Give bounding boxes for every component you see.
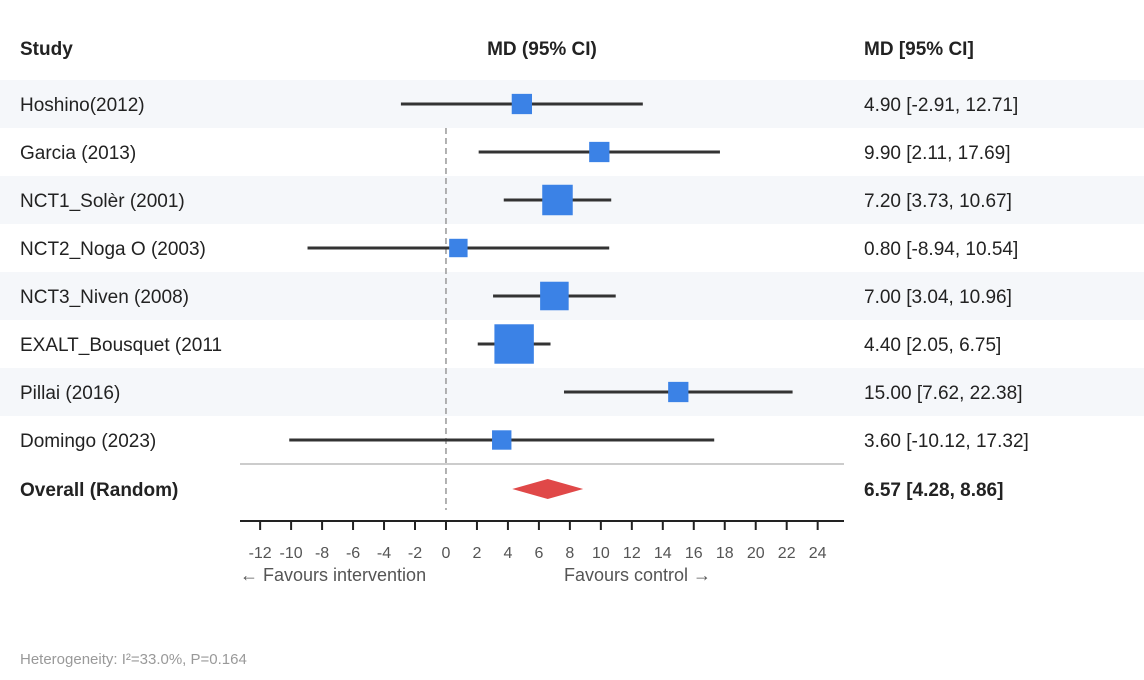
table-row: NCT3_Niven (2008) 7.00 [3.04, 10.96] bbox=[20, 281, 1012, 311]
heterogeneity-text: Heterogeneity: I²=33.0%, P=0.164 bbox=[20, 651, 247, 668]
favours-right-label: Favours control → bbox=[564, 565, 711, 585]
effect-square bbox=[494, 324, 534, 364]
tick-label: 16 bbox=[685, 545, 703, 562]
table-row: NCT1_Solèr (2001) 7.20 [3.73, 10.67] bbox=[20, 184, 1012, 216]
tick-label: 24 bbox=[809, 545, 827, 562]
header-plot: MD (95% CI) bbox=[487, 39, 597, 60]
ci-value: 9.90 [2.11, 17.69] bbox=[864, 143, 1011, 164]
table-row: Hoshino(2012) 4.90 [-2.91, 12.71] bbox=[20, 93, 1018, 116]
tick-label: -8 bbox=[315, 545, 329, 562]
ci-value: 7.00 [3.04, 10.96] bbox=[864, 287, 1012, 308]
effect-square bbox=[449, 238, 468, 258]
overall-label: Overall (Random) bbox=[20, 480, 178, 501]
effect-square bbox=[542, 184, 573, 216]
study-name: NCT2_Noga O (2003) bbox=[20, 239, 206, 260]
table-row: NCT2_Noga O (2003) 0.80 [-8.94, 10.54] bbox=[20, 238, 1018, 260]
study-name: NCT1_Solèr (2001) bbox=[20, 191, 185, 212]
tick-label: 2 bbox=[473, 545, 482, 562]
header-ci: MD [95% CI] bbox=[864, 39, 974, 60]
study-name: Garcia (2013) bbox=[20, 143, 136, 164]
table-row: Domingo (2023) 3.60 [-10.12, 17.32] bbox=[20, 430, 1029, 452]
tick-label: 10 bbox=[592, 545, 610, 562]
tick-label: -6 bbox=[346, 545, 360, 562]
effect-square bbox=[589, 141, 610, 163]
tick-label: 22 bbox=[778, 545, 796, 562]
study-name: EXALT_Bousquet (2011 bbox=[20, 335, 222, 356]
favours-left-label: ← Favours intervention bbox=[240, 565, 426, 585]
tick-label: 20 bbox=[747, 545, 765, 562]
ci-value: 15.00 [7.62, 22.38] bbox=[864, 383, 1022, 404]
effect-square bbox=[540, 281, 569, 311]
tick-label: 8 bbox=[565, 545, 574, 562]
effect-square bbox=[668, 381, 689, 403]
tick-label: 14 bbox=[654, 545, 672, 562]
table-row: EXALT_Bousquet (2011 4.40 [2.05, 6.75] bbox=[20, 324, 1001, 364]
study-name: NCT3_Niven (2008) bbox=[20, 287, 189, 308]
tick-label: -12 bbox=[249, 545, 272, 562]
x-axis: -12 -10 -8 -6 -4 -2 0 2 4 6 8 10 12 14 16 18 20 22 24 bbox=[240, 520, 844, 562]
study-name: Hoshino(2012) bbox=[20, 95, 145, 116]
ci-value: 4.90 [-2.91, 12.71] bbox=[864, 95, 1018, 116]
study-name: Domingo (2023) bbox=[20, 431, 156, 452]
study-rows: Hoshino(2012) 4.90 [-2.91, 12.71] Garcia (… bbox=[20, 93, 1029, 452]
tick-label: 12 bbox=[623, 545, 641, 562]
tick-label: 6 bbox=[534, 545, 543, 562]
tick-label: -2 bbox=[408, 545, 422, 562]
effect-square bbox=[492, 430, 512, 450]
study-name: Pillai (2016) bbox=[20, 383, 120, 404]
overall-ci-value: 6.57 [4.28, 8.86] bbox=[864, 480, 1003, 501]
tick-label: 4 bbox=[503, 545, 512, 562]
table-row: Garcia (2013) 9.90 [2.11, 17.69] bbox=[20, 141, 1011, 164]
overall-diamond bbox=[512, 479, 584, 499]
effect-square bbox=[511, 93, 533, 115]
header-study: Study bbox=[20, 39, 73, 60]
ci-value: 0.80 [-8.94, 10.54] bbox=[864, 239, 1018, 260]
tick-label: 18 bbox=[716, 545, 734, 562]
table-row: Pillai (2016) 15.00 [7.62, 22.38] bbox=[20, 381, 1022, 404]
tick-label: 0 bbox=[442, 545, 451, 562]
tick-label: -10 bbox=[280, 545, 303, 562]
tick-label: -4 bbox=[377, 545, 391, 562]
overall-row: Overall (Random) 6.57 [4.28, 8.86] bbox=[20, 479, 1003, 501]
ci-value: 4.40 [2.05, 6.75] bbox=[864, 335, 1001, 356]
ci-value: 3.60 [-10.12, 17.32] bbox=[864, 431, 1029, 452]
ci-value: 7.20 [3.73, 10.67] bbox=[864, 191, 1012, 212]
